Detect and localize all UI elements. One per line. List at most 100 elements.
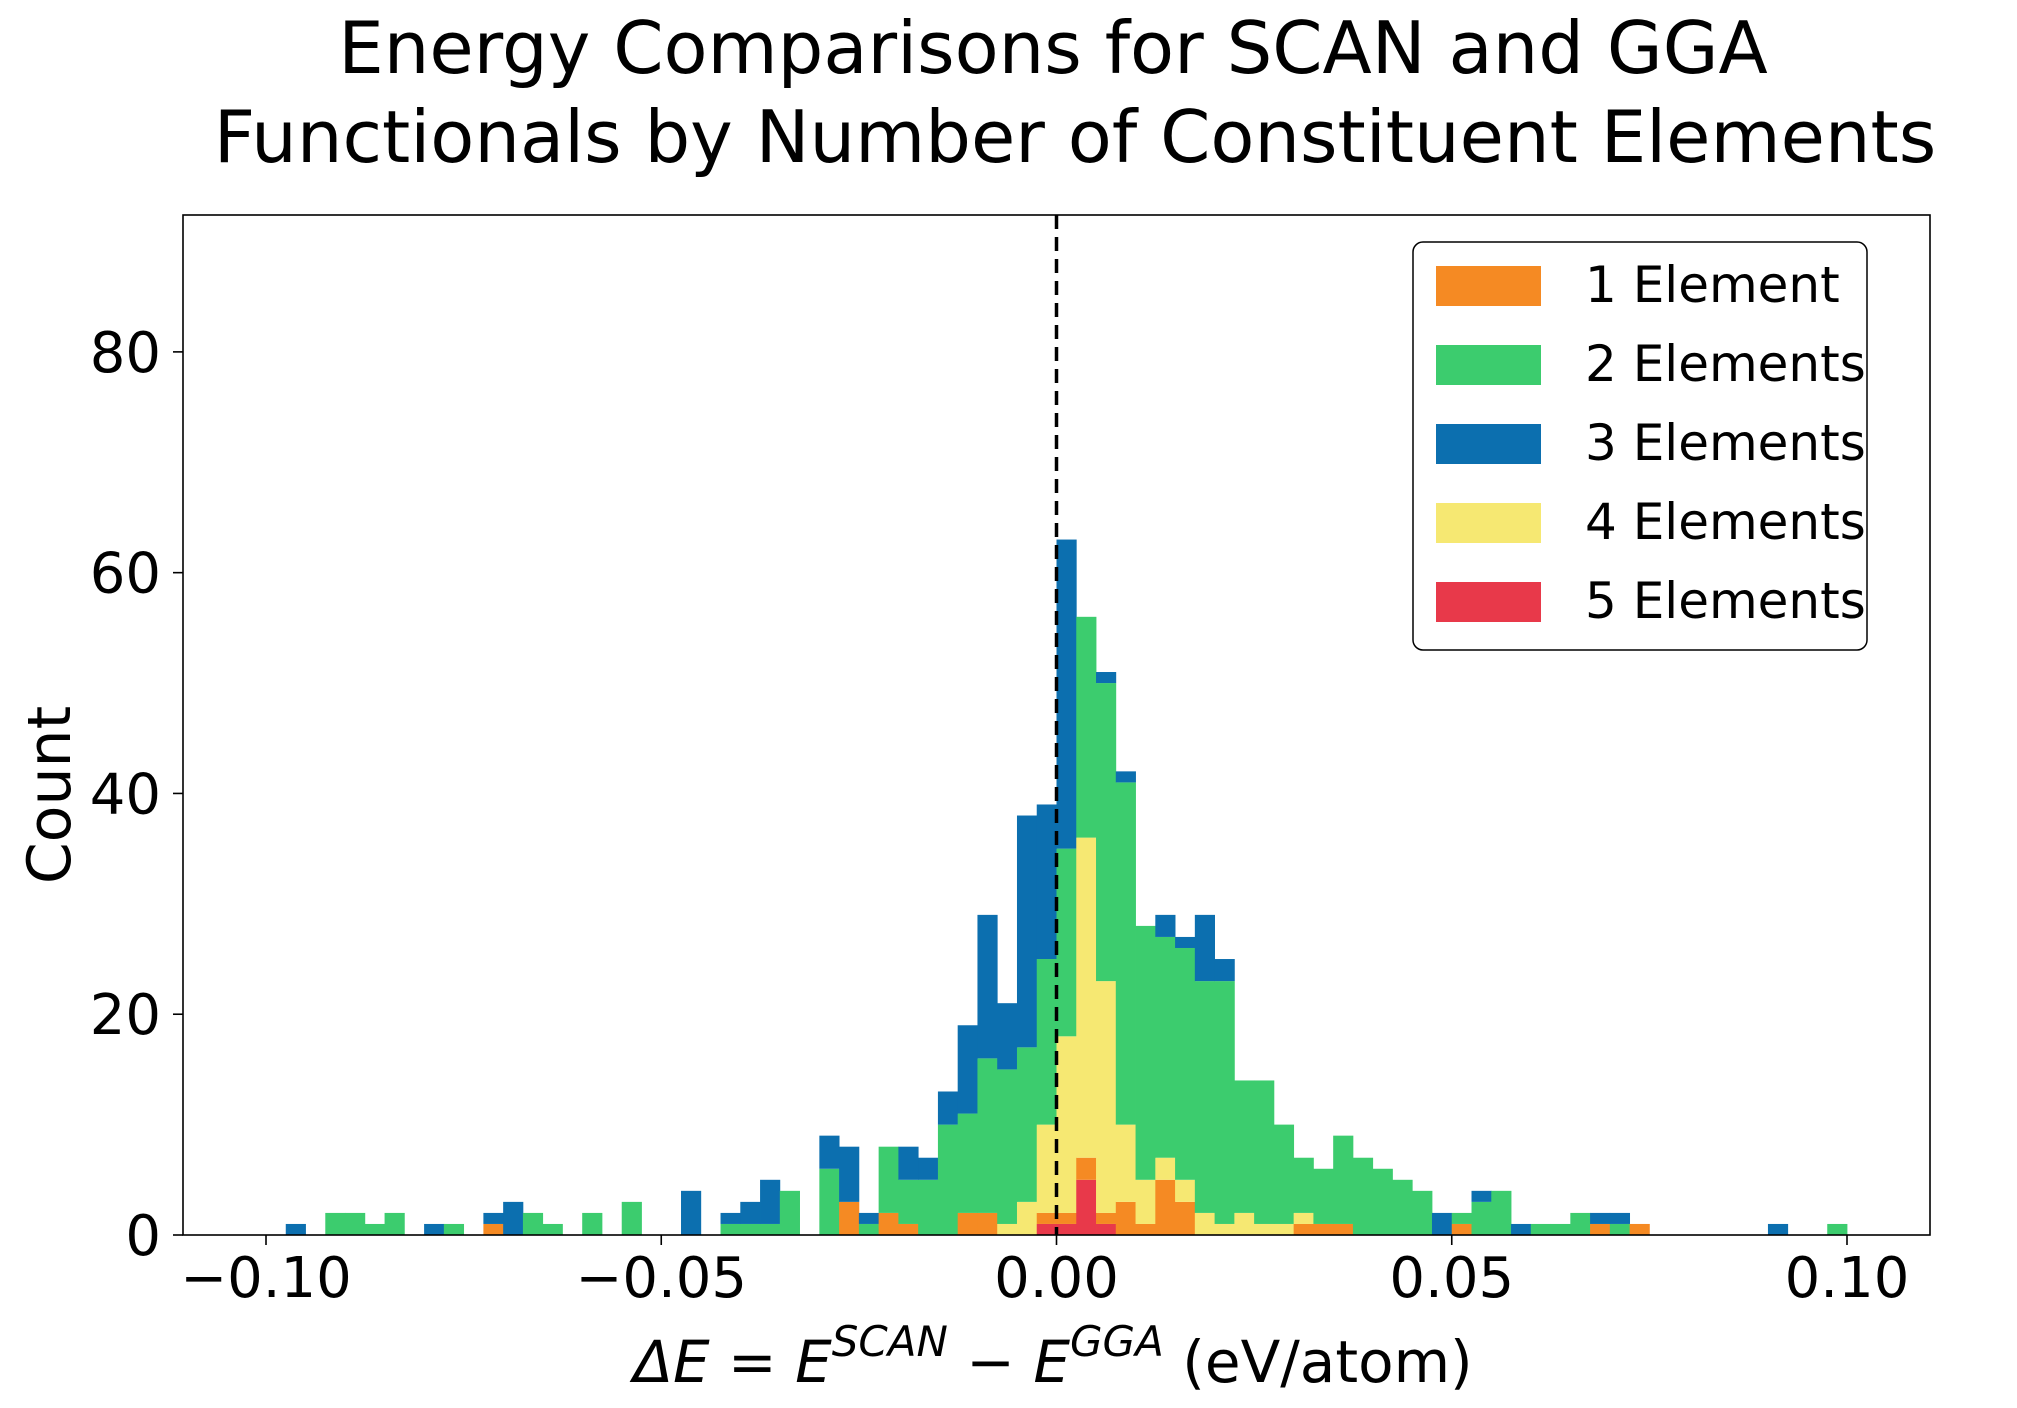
- histogram-bar: [1076, 1179, 1097, 1235]
- x-tick-label: 0.00: [994, 1246, 1119, 1311]
- x-axis-label-sup2: GGA: [1070, 1317, 1164, 1366]
- histogram-bar: [1096, 1212, 1117, 1224]
- histogram-bar: [1491, 1190, 1512, 1235]
- histogram-bar: [621, 1201, 642, 1235]
- histogram-bar: [937, 1091, 959, 1125]
- histogram-bar: [1056, 1036, 1077, 1213]
- y-tick-label: 0: [125, 1204, 161, 1269]
- x-tick-label: 0.05: [1389, 1246, 1514, 1311]
- histogram-bar: [1036, 1212, 1057, 1224]
- histogram-bar: [325, 1212, 346, 1235]
- histogram-bar: [1313, 1168, 1334, 1224]
- histogram-bar: [760, 1179, 781, 1224]
- x-axis-label-mid: − E: [948, 1328, 1070, 1396]
- histogram-bar: [1234, 1212, 1255, 1235]
- histogram-bar: [1293, 1212, 1314, 1224]
- histogram-bar: [1214, 981, 1235, 1224]
- histogram-bar: [1056, 1212, 1077, 1224]
- x-axis-label-suffix: (eV/atom): [1164, 1328, 1473, 1396]
- histogram-bar: [1016, 1201, 1038, 1235]
- histogram-bar: [1511, 1223, 1532, 1235]
- histogram-bar: [1293, 1157, 1314, 1213]
- histogram-bar: [1570, 1212, 1591, 1235]
- legend-swatch: [1436, 424, 1541, 464]
- histogram-bar: [1155, 1179, 1176, 1235]
- histogram-bar: [1175, 936, 1196, 948]
- legend-label: 1 Element: [1585, 256, 1840, 314]
- histogram-bar: [1016, 1047, 1038, 1202]
- histogram-bar: [918, 1179, 939, 1235]
- chart-title-line2: Functionals by Number of Constituent Ele…: [214, 95, 1937, 179]
- histogram-bar: [1214, 1223, 1235, 1235]
- histogram-bar: [1590, 1212, 1611, 1224]
- legend-label: 3 Elements: [1585, 414, 1866, 472]
- histogram-bar: [1096, 683, 1117, 982]
- histogram-bars: [285, 539, 1848, 1235]
- histogram-bar: [384, 1212, 405, 1235]
- histogram-bar: [819, 1135, 840, 1169]
- histogram-bar: [1135, 925, 1156, 1180]
- histogram-bar: [1115, 771, 1136, 783]
- x-tick-label: −0.10: [180, 1246, 352, 1311]
- histogram-bar: [898, 1146, 919, 1180]
- histogram-bar: [1273, 1124, 1295, 1224]
- histogram-bar: [582, 1212, 603, 1235]
- histogram-bar: [1056, 1223, 1077, 1235]
- histogram-bar: [957, 1212, 978, 1235]
- histogram-bar: [443, 1223, 465, 1235]
- histogram-bar: [1175, 1201, 1196, 1235]
- histogram-bar: [878, 1146, 899, 1213]
- histogram-bar: [503, 1201, 524, 1235]
- legend: 1 Element 2 Elements 3 Elements 4 Elements 5…: [1412, 241, 1868, 651]
- histogram-bar: [1115, 1124, 1136, 1202]
- histogram-bar: [1471, 1201, 1492, 1235]
- histogram-bar: [1412, 1190, 1433, 1235]
- histogram-bar: [1530, 1223, 1551, 1235]
- histogram-bar: [839, 1201, 860, 1235]
- histogram-bar: [1471, 1190, 1492, 1202]
- histogram-bar: [1194, 981, 1215, 1213]
- histogram-bar: [1036, 1124, 1057, 1213]
- histogram-bar: [1550, 1223, 1571, 1235]
- x-tick-label: 0.10: [1785, 1246, 1910, 1311]
- histogram-bar: [1431, 1212, 1453, 1235]
- histogram-bar: [1076, 1157, 1097, 1180]
- histogram-bar: [1155, 936, 1176, 1158]
- histogram-bar: [740, 1223, 761, 1235]
- histogram-bar: [1076, 616, 1097, 838]
- histogram-bar: [681, 1190, 702, 1235]
- histogram-bar: [1333, 1135, 1354, 1224]
- histogram-bar: [1036, 804, 1057, 960]
- histogram-bar: [997, 1003, 1018, 1070]
- y-tick-label: 40: [90, 762, 161, 827]
- x-axis-label-prefix: ΔE = E: [629, 1328, 832, 1396]
- histogram-bar: [1767, 1223, 1789, 1235]
- legend-swatch: [1436, 503, 1541, 543]
- histogram-bar: [364, 1223, 385, 1235]
- histogram-bar: [858, 1212, 880, 1224]
- y-tick-label: 80: [90, 321, 161, 386]
- y-tick-label: 20: [90, 983, 161, 1048]
- histogram-bar: [424, 1223, 445, 1235]
- histogram-bar: [977, 1058, 998, 1213]
- chart-title-line1: Energy Comparisons for SCAN and GGA: [338, 6, 1768, 90]
- histogram-bar: [1273, 1223, 1295, 1235]
- histogram-bar: [1155, 914, 1176, 937]
- histogram-bar: [819, 1168, 840, 1235]
- legend-frame: [1412, 241, 1868, 651]
- histogram-bar: [1175, 1179, 1196, 1202]
- histogram-bar: [483, 1212, 504, 1224]
- histogram-bar: [839, 1146, 860, 1202]
- histogram-bar: [285, 1223, 306, 1235]
- histogram-bar: [1254, 1080, 1275, 1224]
- histogram-bar: [918, 1157, 939, 1180]
- legend-label: 4 Elements: [1585, 493, 1866, 551]
- histogram-bar: [345, 1212, 366, 1235]
- histogram-bar: [1135, 1223, 1156, 1235]
- histogram-bar: [977, 914, 998, 1059]
- histogram-bar: [1096, 672, 1117, 684]
- histogram-bar: [1451, 1223, 1472, 1235]
- histogram-bar: [720, 1223, 741, 1235]
- histogram-bar: [858, 1223, 880, 1235]
